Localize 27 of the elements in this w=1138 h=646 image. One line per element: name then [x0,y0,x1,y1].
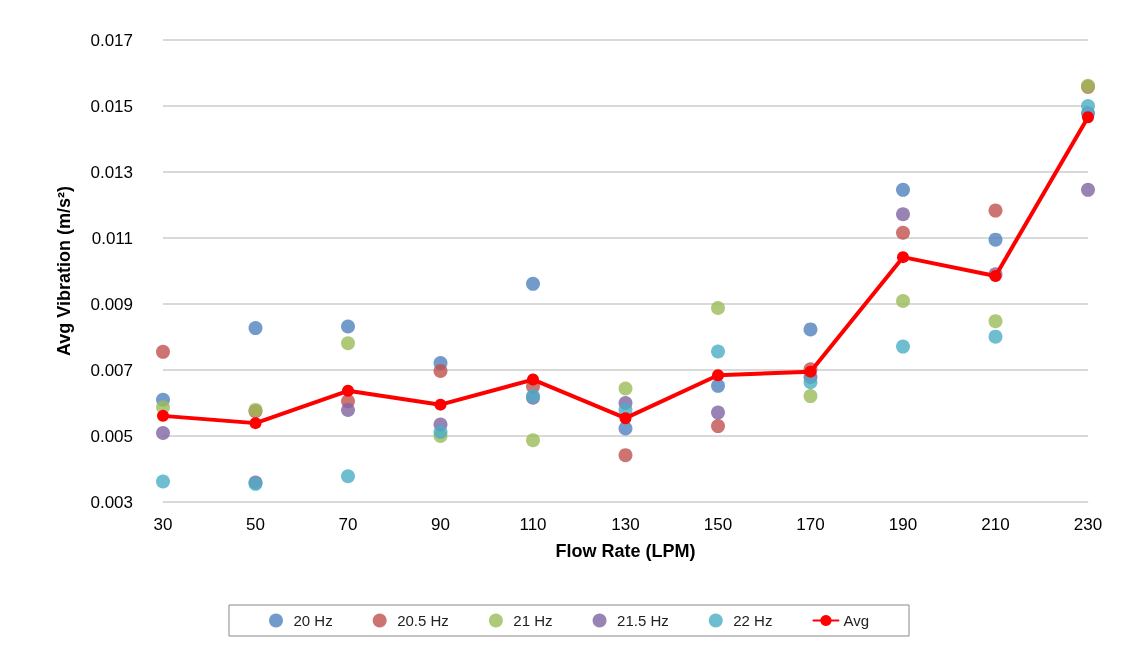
y-tick-label: 0.017 [90,30,133,50]
legend-label: 20 Hz [293,612,333,629]
legend-label: 21 Hz [513,612,553,629]
legend-label: 22 Hz [733,612,773,629]
y-axis-title: Avg Vibration (m/s²) [54,185,74,357]
x-tick-label: 230 [1073,515,1103,534]
y-tick-label: 0.005 [90,426,133,446]
y-tick-label: 0.015 [90,96,133,116]
x-tick-label: 90 [431,515,450,534]
y-tick-label: 0.007 [90,360,133,380]
x-tick-label: 70 [338,515,358,534]
y-tick-label: 0.013 [90,162,133,182]
legend-label: Avg [843,612,870,629]
x-tick-label: 30 [153,515,173,534]
y-tick-label: 0.003 [90,492,133,512]
x-tick-label: 130 [611,515,640,534]
x-tick-label: 110 [519,515,547,534]
y-tick-label: 0.011 [91,228,133,248]
x-axis-title: Flow Rate (LPM) [555,541,696,561]
legend-label: 20.5 Hz [397,612,449,629]
y-tick-label: 0.009 [90,294,133,314]
x-tick-label: 190 [888,515,918,534]
x-tick-label: 150 [703,515,733,534]
x-tick-label: 50 [246,515,265,534]
x-tick-label: 210 [981,515,1010,534]
legend-label: 21.5 Hz [617,612,669,629]
x-tick-label: 170 [796,515,825,534]
